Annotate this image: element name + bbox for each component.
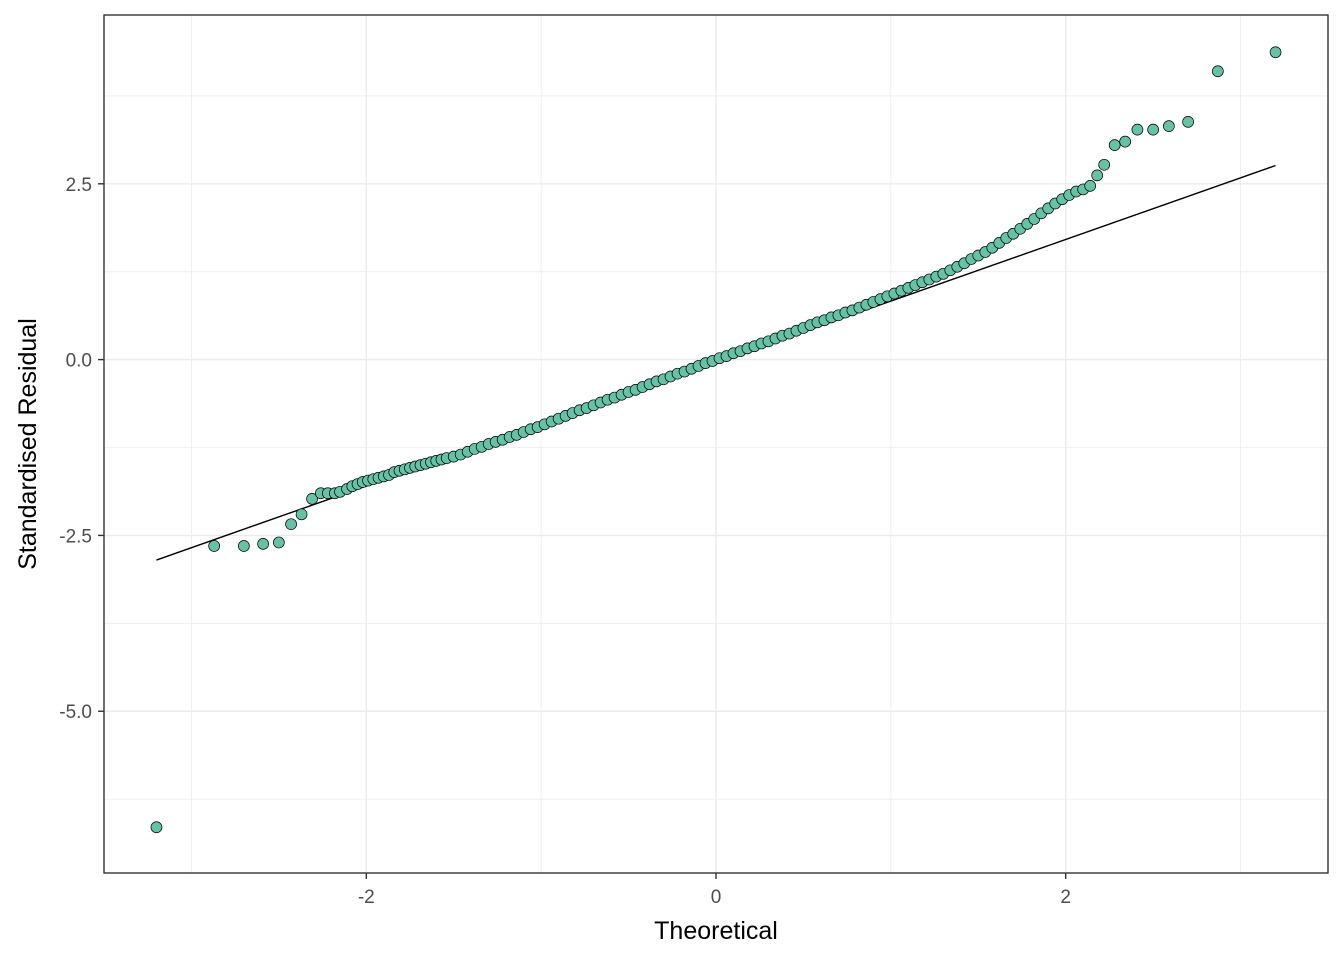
data-point xyxy=(306,493,318,505)
y-tick-label: 2.5 xyxy=(66,175,92,196)
data-point xyxy=(1084,180,1097,192)
data-point xyxy=(257,538,269,550)
data-point xyxy=(1163,120,1175,132)
data-point xyxy=(150,821,163,834)
data-point xyxy=(1182,116,1194,128)
data-point xyxy=(1211,65,1224,78)
data-point xyxy=(208,540,221,552)
y-axis-ticks: -5.0 -2.5 0.0 2.5 xyxy=(59,175,104,723)
data-point xyxy=(285,518,297,531)
data-point xyxy=(1147,123,1159,136)
x-tick-label: 2 xyxy=(1060,887,1071,908)
data-point xyxy=(1269,46,1282,59)
data-point xyxy=(1119,135,1132,148)
data-point xyxy=(1131,123,1144,136)
x-tick-label: -2 xyxy=(358,887,375,908)
data-point xyxy=(1098,158,1111,171)
y-axis-title: Standardised Residual xyxy=(14,318,42,570)
data-points xyxy=(150,46,1282,834)
data-point xyxy=(1108,139,1121,151)
x-axis-ticks: -2 0 2 xyxy=(358,873,1071,908)
x-axis-title: Theoretical xyxy=(654,917,778,945)
x-tick-label: 0 xyxy=(711,887,722,908)
y-tick-label: -5.0 xyxy=(59,702,92,723)
y-tick-label: 0.0 xyxy=(66,351,92,372)
data-point xyxy=(1091,169,1104,182)
y-tick-label: -2.5 xyxy=(59,526,92,547)
data-point xyxy=(238,540,250,552)
data-point xyxy=(295,508,308,521)
data-point xyxy=(273,536,285,549)
